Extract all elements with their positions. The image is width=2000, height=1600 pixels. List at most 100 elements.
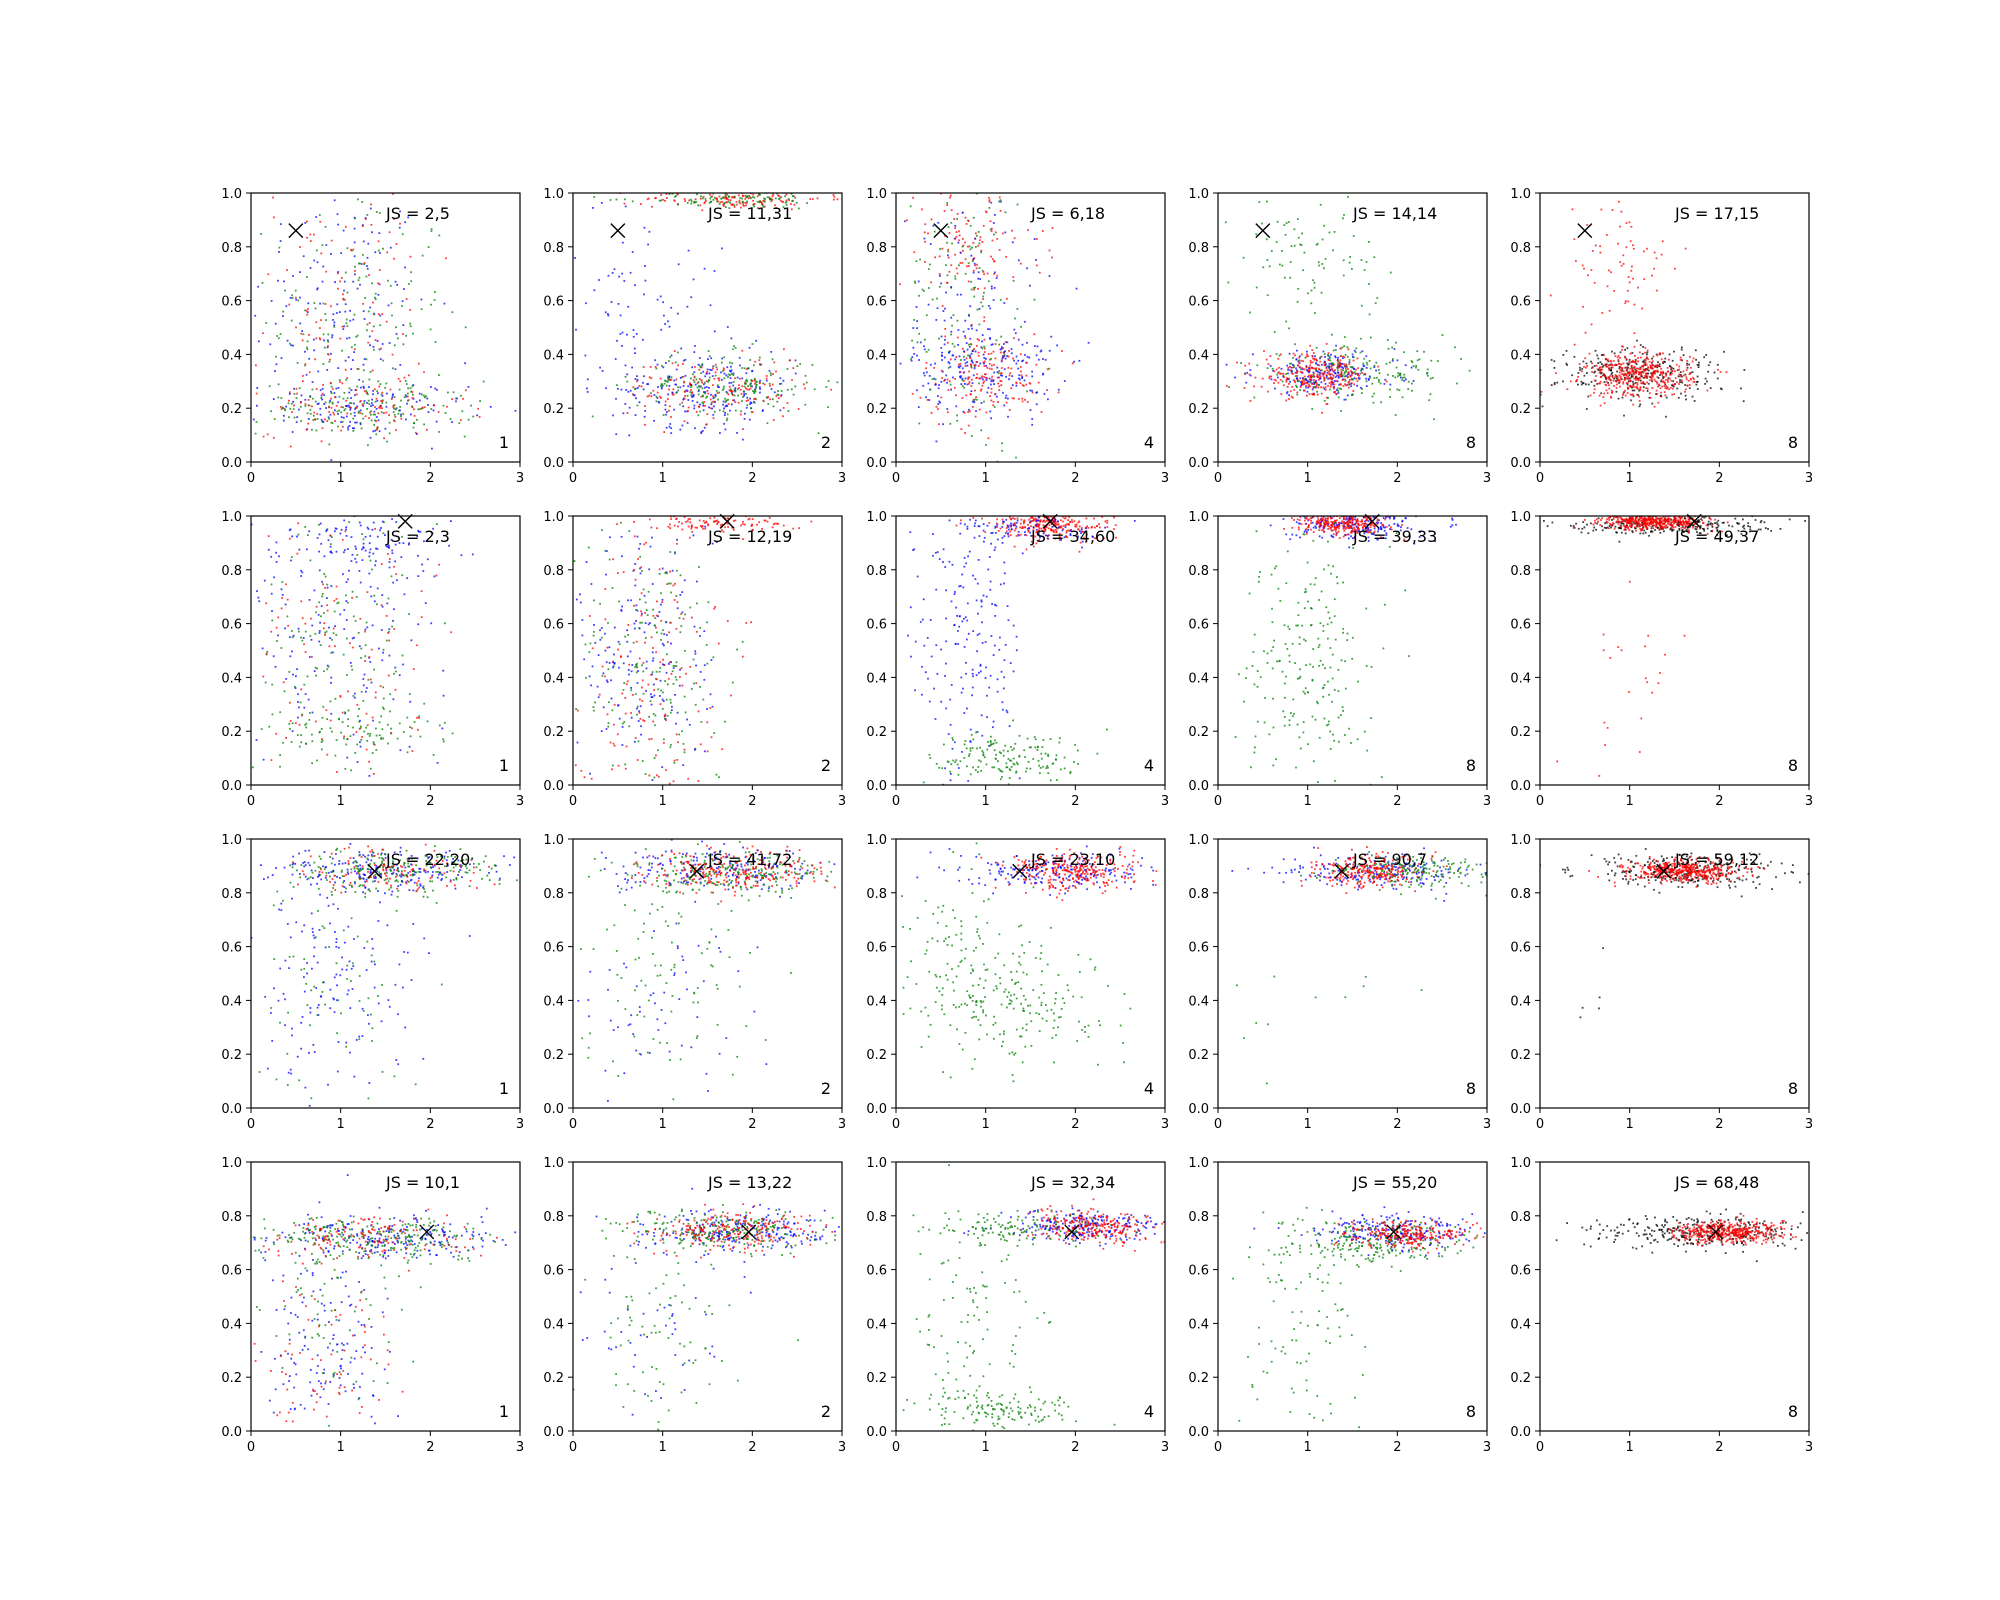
scatter-point-blue [723, 372, 726, 375]
scatter-point-black [1623, 391, 1625, 394]
scatter-point-blue [645, 667, 648, 670]
scatter-point-blue [937, 221, 940, 224]
scatter-point-blue [317, 370, 320, 373]
scatter-point-blue [381, 343, 384, 345]
scatter-point-blue [378, 283, 381, 286]
scatter-point-red [665, 193, 668, 195]
scatter-point-red [1313, 375, 1315, 378]
scatter-point-blue [923, 237, 926, 240]
scatter-point-green [1392, 375, 1394, 377]
scatter-point-red [1599, 370, 1602, 373]
scatter-point-red [934, 256, 936, 259]
scatter-point-red [1593, 379, 1596, 382]
scatter-point-red [652, 389, 655, 392]
scatter-point-green [771, 398, 774, 401]
scatter-point-blue [742, 438, 744, 441]
scatter-point-red [733, 196, 735, 199]
scatter-point-red [744, 387, 747, 389]
scatter-point-red [967, 245, 969, 248]
scatter-point-red [1608, 376, 1611, 379]
scatter-point-blue [359, 423, 362, 425]
scatter-point-red [705, 380, 708, 383]
scatter-point-green [1333, 231, 1336, 233]
scatter-point-black [1643, 359, 1645, 362]
scatter-point-green [326, 668, 329, 671]
scatter-point-green [660, 689, 662, 692]
scatter-point-blue [1353, 367, 1355, 370]
scatter-point-red [1353, 383, 1356, 386]
scatter-point-blue [279, 223, 282, 225]
scatter-point-blue [945, 374, 948, 377]
scatter-point-red [1661, 371, 1664, 374]
scatter-point-red [1577, 375, 1579, 378]
scatter-point-red [1361, 372, 1364, 374]
scatter-point-blue [325, 529, 328, 531]
scatter-point-green [479, 400, 481, 402]
scatter-point-green [782, 206, 785, 208]
scatter-point-green [358, 262, 360, 265]
scatter-point-red [1290, 395, 1293, 398]
scatter-point-green [1275, 353, 1278, 355]
scatter-point-red [1342, 385, 1345, 387]
scatter-point-blue [988, 305, 990, 307]
scatter-point-green [657, 749, 659, 752]
scatter-point-green [270, 583, 273, 586]
scatter-point-red [1606, 392, 1609, 394]
scatter-point-black [1602, 374, 1604, 377]
scatter-point-black [1635, 363, 1638, 366]
scatter-point-green [408, 613, 410, 615]
scatter-point-black [1624, 348, 1626, 351]
scatter-point-blue [370, 402, 373, 405]
js-annotation: JS = 14,14 [1352, 204, 1437, 223]
scatter-point-red [1611, 392, 1613, 394]
scatter-point-black [1597, 357, 1600, 360]
scatter-point-red [1288, 365, 1291, 368]
scatter-point-black [1660, 380, 1662, 383]
scatter-point-black [1703, 356, 1706, 359]
scatter-point-blue [329, 545, 332, 548]
scatter-point-green [706, 621, 708, 624]
scatter-point-red [1622, 381, 1625, 383]
scatter-point-green [1468, 369, 1471, 372]
scatter-point-blue [362, 684, 365, 687]
scatter-point-red [1303, 368, 1306, 371]
scatter-point-red [974, 415, 977, 418]
scatter-point-blue [1302, 368, 1304, 371]
scatter-point-red [477, 407, 480, 410]
scatter-point-green [754, 390, 757, 393]
scatter-point-red [994, 393, 996, 396]
scatter-point-red [712, 367, 714, 370]
scatter-point-green [398, 409, 400, 412]
scatter-point-green [346, 405, 348, 408]
scatter-point-green [999, 298, 1002, 301]
scatter-point-green [1295, 384, 1297, 387]
scatter-point-green [311, 388, 314, 391]
scatter-point-blue [1073, 360, 1075, 363]
scatter-point-blue [304, 350, 306, 353]
axes-frame [1217, 192, 1488, 463]
panel-tag: 2 [821, 433, 831, 452]
scatter-point-green [399, 406, 401, 408]
scatter-point-red [1630, 225, 1633, 228]
scatter-point-red [954, 378, 956, 380]
scatter-point-red [1327, 359, 1330, 361]
scatter-point-blue [638, 547, 640, 550]
scatter-point-green [401, 305, 403, 307]
scatter-point-blue [955, 405, 958, 408]
scatter-point-red [1308, 378, 1311, 381]
scatter-point-green [696, 386, 699, 389]
scatter-point-blue [1299, 355, 1301, 358]
scatter-point-blue [1337, 375, 1340, 378]
scatter-point-blue [315, 216, 318, 218]
scatter-point-green [393, 672, 395, 675]
scatter-point-green [1401, 376, 1404, 379]
scatter-point-blue [624, 364, 627, 367]
scatter-point-green [1300, 368, 1302, 371]
scatter-point-green [328, 401, 331, 404]
scatter-point-green [724, 397, 726, 400]
scatter-point-red [1337, 362, 1339, 365]
scatter-point-blue [326, 597, 328, 599]
scatter-point-green [409, 387, 412, 390]
scatter-point-green [341, 721, 344, 723]
scatter-point-green [326, 718, 329, 720]
